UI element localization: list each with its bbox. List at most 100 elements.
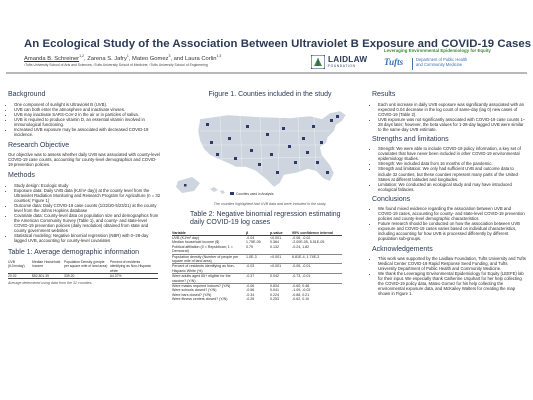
author-list: Amanda B. Schreiner1,2, Zarena S. Jafry1… [24,54,222,62]
table-cell: 64.37% [110,273,122,278]
table-cell: -0.56 [246,288,255,293]
table-header: p-value [270,230,283,235]
table-cell: -0.06 [246,283,270,289]
laidlaw-logo: LAIDLAW FOUNDATION [311,53,373,71]
table-cell: 0.834 [270,283,292,289]
tufts-divider [412,58,413,70]
county-marker [210,140,213,144]
author-name: Laura Corlin [184,55,217,62]
objective-text: Our objective was to assess whether dail… [8,152,160,168]
strengths-heading: Strengths and limitations [372,135,449,143]
strengths-list: Strength: We were able to include COVID-… [372,146,526,191]
tufts-dept-line2: and Community Medicine [416,61,463,67]
list-item: This work was supported by the Laidlaw F… [378,256,526,271]
list-item: Each unit increase in daily UVB exposure… [378,102,526,117]
table-header: Median Household Income [32,260,61,269]
author-name: Zarena S. Jafry [87,55,127,62]
table1-note: Average determined using data from the 3… [8,281,93,286]
county-marker [302,136,305,140]
table-cell: -1.09, -0.02 [292,288,311,293]
county-marker [246,124,249,128]
table-cell: 0.132 [270,244,279,249]
alaska-inset [176,176,200,193]
figure1-heading: Figure 1. Counties included in the study [208,91,332,98]
demographics-table: UVB (KJ/m²day) Median Household Income P… [8,260,158,279]
laidlaw-wordmark: LAIDLAW [328,55,368,64]
table-cell: 6.81E-4, 1.74E-3 [292,253,342,264]
county-marker [206,122,209,126]
table-cell: -0.34 [246,292,255,297]
header-rule [6,72,527,74]
background-list: One component of sunlight is Ultraviolet… [8,102,161,137]
table-header: Population Density (people per square mi… [64,260,108,269]
us-landmass [197,110,347,187]
table-cell: -0.88, 0.21 [292,292,310,297]
county-marker [320,140,323,144]
table-cell: Were fitness centers closed? (Y/N) [172,297,228,302]
table-row: Were bars closed? (Y/N) -0.34 0.224 -0.88, … [172,293,342,297]
list-item: Exposure data: Daily UVB data (KJ/m² day… [14,188,161,203]
table-cell: -0.04 [246,235,255,240]
list-item: UVB can both enter the atmosphere and in… [14,107,161,112]
county-marker [294,160,297,164]
background-heading: Background [8,91,46,98]
county-marker [234,156,237,160]
author-affil-sup: 1 [126,54,129,58]
table-cell: Population density (Number of people per… [172,253,246,264]
table-header: Variable [172,230,186,235]
list-item: Statistical modeling: Negative binomial … [14,233,161,243]
methods-heading: Methods [8,172,35,180]
county-marker [282,126,285,130]
list-item: Study design: Ecologic study [14,183,161,188]
leefe-program-label: Leveraging Environmental Epidemiology fo… [384,48,491,53]
table2-heading: Table 2: Negative binomial regression es… [190,210,341,227]
table-cell: -0.37 [246,273,270,284]
table-cell: 0.041 [270,288,279,293]
table-cell: Were masks required indoors? (Y/N) [172,283,246,289]
objective-heading: Research Objective [8,141,70,149]
table-row: Were masks required indoors? (Y/N) -0.06 0… [172,283,342,289]
table-cell: 339.20 [64,273,75,278]
county-marker [330,118,333,122]
table-row: Population density (Number of people per… [172,253,342,264]
table-cell: 20.02 [8,273,17,278]
list-item: UVB may inactivate SARS-CoV-2 in the air… [14,112,161,117]
list-item: Limitation: We conducted an ecological s… [378,182,526,192]
affiliations: ¹Tufts University School of Arts and Sci… [24,63,208,67]
table-cell: -0.03 [246,263,270,274]
tufts-logo: Tufts Department of Public Health and Co… [384,57,524,71]
table-cell: -0.06, -0.02 [292,235,311,240]
table-cell: -0.73, -0.01 [292,273,342,284]
figure1-caption: The counties highlighted had UVB data an… [213,201,327,206]
list-item: We found mixed evidence regarding the as… [378,206,526,221]
legend-swatch [230,191,234,195]
acknowledgements-heading: Acknowledgements [372,245,433,253]
county-marker [250,148,253,152]
laidlaw-leaf-icon [311,55,325,69]
table-cell: Were adults aged 65+ eligible for the va… [172,273,246,284]
table-cell: Were bars closed? (Y/N) [172,292,212,297]
table1-heading: Table 1: Average demographic information [8,248,140,256]
county-marker [266,132,269,136]
table-cell: -0.26 [246,297,255,302]
table-cell: 0.253 [270,297,279,302]
table-cell: UVB (KJ/m² day) [172,235,199,240]
author-name: Amanda B. Schreiner [24,55,80,62]
table-header: UVB (KJ/m²day) [8,260,25,269]
table-cell: 1.75E-05 [246,240,261,245]
county-marker [336,114,339,118]
table-cell: <0.001 [270,235,282,240]
table-row: Were fitness centers closed? (Y/N) -0.26 0… [172,297,342,301]
conclusions-list: We found mixed evidence regarding the as… [372,206,526,241]
list-item: Increased UVB exposure may be associated… [14,127,161,137]
list-item: UVB exposure was not significantly assoc… [378,117,526,132]
county-marker [306,150,309,154]
table-row: Political affiliation (0 = Republican; 1… [172,245,342,254]
us-county-map: Counties used in Analysis [176,110,347,196]
list-item: UVB is required to produce vitamin D, an… [14,117,161,127]
list-item: We thank the Leveraging Environmental Ep… [378,271,526,296]
author-affil-sup: 3 [168,54,171,58]
county-marker [258,162,261,166]
table-cell: 0.79 [246,244,253,249]
